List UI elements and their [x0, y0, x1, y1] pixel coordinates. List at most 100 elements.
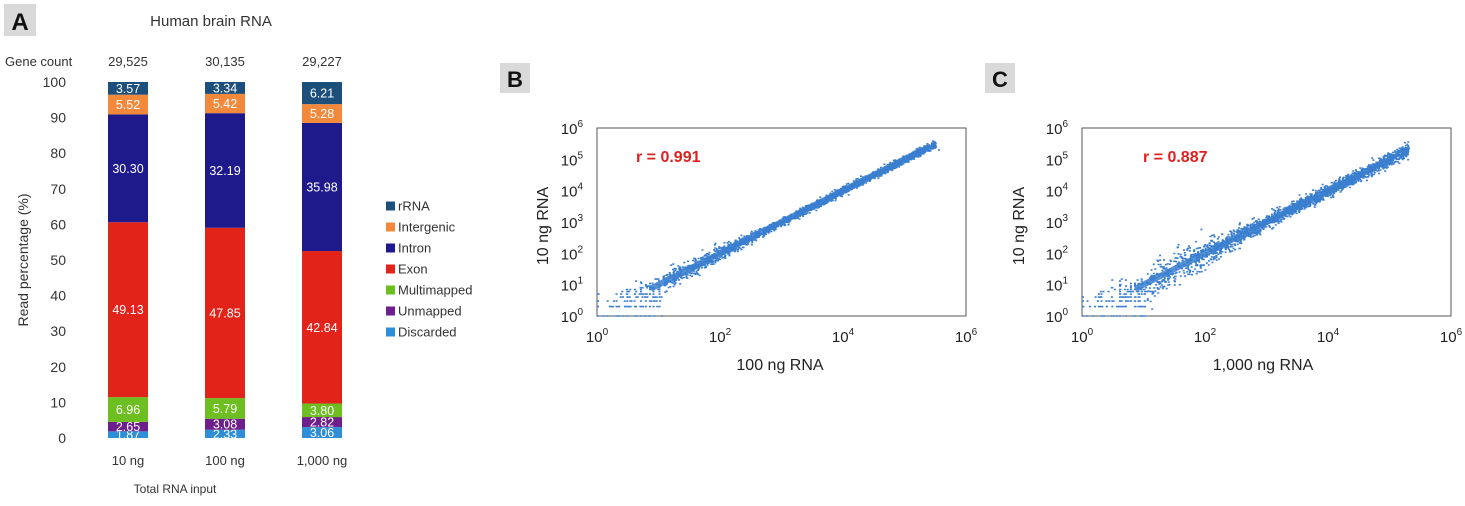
bar-segment-multimapped [108, 397, 148, 422]
legend-swatch [386, 327, 395, 337]
panel-a-letter: A [11, 9, 28, 36]
panel-c-ylabel: 10 ng RNA [1011, 187, 1028, 266]
data-label: 5.28 [310, 107, 334, 121]
bar-segment-multimapped [302, 403, 342, 418]
legend-label: Intergenic [398, 220, 456, 235]
panel-a-badge [4, 4, 36, 36]
y-tick-label: 40 [50, 288, 66, 304]
data-label: 3.08 [213, 418, 237, 432]
x-tick-label: 100 [1071, 327, 1094, 346]
y-tick-label: 90 [50, 110, 66, 126]
panel-a-title: Human brain RNA [150, 13, 272, 30]
data-label: 49.13 [112, 303, 143, 317]
y-tick-label: 0 [58, 430, 66, 446]
legend-swatch [386, 306, 395, 316]
scatter-core [1134, 155, 1396, 291]
y-tick-label: 60 [50, 216, 66, 232]
panel-b-letter: B [507, 67, 523, 92]
bar-segment-unmapped [205, 418, 245, 430]
plot-frame [1081, 127, 1452, 317]
panel-c-correlation: r = 0.887 [1143, 149, 1208, 166]
y-tick-label: 70 [50, 181, 66, 197]
bar-segment-multimapped [205, 398, 245, 419]
y-tick-label: 106 [1046, 119, 1069, 138]
y-tick-label: 100 [43, 74, 67, 90]
bar-segment-discarded [205, 429, 245, 438]
data-label: 6.21 [310, 87, 334, 101]
y-tick-label: 80 [50, 145, 66, 161]
data-label: 6.96 [116, 403, 140, 417]
y-tick-label: 105 [561, 150, 584, 169]
data-label: 3.34 [213, 81, 237, 95]
panel-b-badge [500, 63, 530, 93]
bar-segment-unmapped [108, 421, 148, 432]
data-label: 30.30 [112, 162, 143, 176]
legend-label: Intron [398, 241, 431, 256]
bar-segment-intergenic [205, 93, 245, 114]
bar-segment-discarded [302, 427, 342, 438]
y-tick-label: 102 [1046, 244, 1069, 263]
bar-segment-exon [205, 227, 245, 399]
stacked-bar-chart: 0 10 20 30 40 50 60 70 80 90 100 29,525 10 ng 1.872.6… [43, 54, 348, 468]
y-tick-label: 104 [1046, 182, 1069, 201]
y-tick-label: 100 [561, 307, 584, 326]
panel-b-ylabel: 10 ng RNA [535, 187, 552, 266]
panel-a-xlabel: Total RNA input [134, 482, 217, 496]
panel-a-ylabel: Read percentage (%) [15, 193, 31, 326]
data-label: 35.98 [306, 180, 337, 194]
legend-swatch [386, 201, 395, 211]
x-tick-label: 100 [586, 327, 609, 346]
panel-c-letter: C [992, 67, 1008, 92]
x-tick-label: 104 [1317, 327, 1340, 346]
gene-count-value: 29,227 [302, 54, 342, 69]
y-tick-label: 102 [561, 244, 584, 263]
data-label: 42.84 [306, 321, 337, 335]
legend-label: Unmapped [398, 304, 462, 319]
bar-segment-intron [205, 113, 245, 228]
x-tick-label: 106 [1440, 327, 1463, 346]
data-label: 5.52 [116, 98, 140, 112]
legend-swatch [386, 243, 395, 253]
scatter-points [1082, 141, 1410, 317]
bar-segment-rrna [205, 82, 245, 94]
bar-segment-exon [108, 222, 148, 398]
gene-count-label: Gene count [5, 54, 73, 69]
x-tick-label: 104 [832, 327, 855, 346]
data-label: 2.82 [310, 416, 334, 430]
x-tick-label: 100 ng [205, 453, 245, 468]
y-tick-label: 100 [1046, 307, 1069, 326]
panel-c-badge [985, 63, 1015, 93]
y-tick-label: 50 [50, 252, 66, 268]
x-tick-label: 10 ng [112, 453, 145, 468]
bar-segment-rrna [108, 82, 148, 95]
y-tick-label: 101 [1046, 276, 1069, 295]
y-tick-label: 104 [561, 182, 584, 201]
x-tick-label: 106 [955, 327, 978, 346]
y-tick-label: 105 [1046, 150, 1069, 169]
y-tick-label: 103 [561, 213, 584, 232]
legend-swatch [386, 264, 395, 274]
y-tick-label: 30 [50, 323, 66, 339]
legend-label: Multimapped [398, 283, 472, 298]
y-tick-label: 103 [1046, 213, 1069, 232]
x-tick-label: 102 [1194, 327, 1217, 346]
data-label: 5.79 [213, 402, 237, 416]
data-label: 3.57 [116, 82, 140, 96]
scatter-plot-c: 100 101 102 103 104 105 106 100 102 104 106 10 ng R… [1011, 119, 1463, 374]
panel-c-xlabel: 1,000 ng RNA [1213, 357, 1314, 374]
bar-segment-discarded [108, 431, 148, 438]
panel-b-correlation: r = 0.991 [636, 149, 701, 166]
gene-count-value: 29,525 [108, 54, 148, 69]
data-label: 5.42 [213, 97, 237, 111]
data-label: 2.65 [116, 420, 140, 434]
scatter-core [649, 148, 923, 291]
gene-count-value: 30,135 [205, 54, 245, 69]
legend-swatch [386, 222, 395, 232]
x-tick-label: 102 [709, 327, 732, 346]
bar-segment-intron [108, 114, 148, 223]
data-label: 47.85 [209, 306, 240, 320]
x-tick-label: 1,000 ng [297, 453, 348, 468]
bar-segment-intron [302, 122, 342, 252]
y-tick-label: 10 [50, 394, 66, 410]
